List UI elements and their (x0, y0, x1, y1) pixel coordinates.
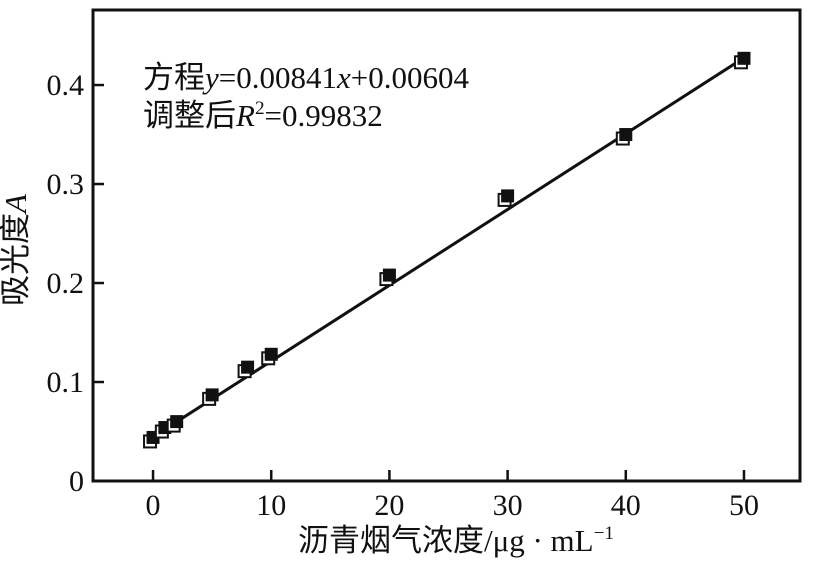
y-tick-label-0.3-part: 0.3 (47, 168, 85, 201)
x-tick-label-30: 30 (493, 489, 523, 522)
filled-square-marker (241, 360, 255, 374)
annotation-equation-part: y (202, 60, 219, 95)
x-tick-label-50: 50 (729, 489, 759, 522)
annotation-r-squared: 调整后R2=0.99832 (143, 98, 383, 133)
data-point-x2 (166, 415, 184, 433)
y-tick-label-0-part: 0 (69, 465, 84, 498)
filled-square-marker (501, 189, 515, 203)
annotation-equation-part: x (336, 60, 351, 95)
y-axis-title: 吸光度A (0, 193, 33, 306)
x-tick-label-20-part: 20 (374, 489, 404, 522)
filled-square-marker (382, 268, 396, 282)
data-point-x20 (379, 268, 396, 287)
plot-frame (91, 8, 802, 483)
x-tick-label-40-part: 40 (611, 489, 641, 522)
x-axis-title-part: −1 (594, 523, 614, 544)
y-tick-label-0.4-part: 0.4 (47, 69, 85, 102)
x-tick-label-30-part: 30 (493, 489, 523, 522)
data-point-x0 (143, 430, 160, 449)
y-tick-label-0.4: 0.4 (47, 69, 85, 102)
x-tick-label-10-part: 10 (256, 489, 286, 522)
filled-square-marker (737, 51, 751, 65)
y-tick-label-0.3: 0.3 (47, 168, 85, 201)
filled-square-marker (170, 415, 184, 429)
annotation-r-squared-part: =0.99832 (265, 98, 383, 133)
annotation-equation: 方程y=0.00841x+0.00604 (143, 60, 469, 95)
x-tick-label-40: 40 (611, 489, 641, 522)
annotation-r-squared-part: R (235, 98, 255, 133)
y-tick-label-0.2: 0.2 (47, 267, 85, 300)
data-point-x10 (261, 347, 278, 366)
data-point-x5 (202, 388, 219, 406)
y-tick-label-0.1-part: 0.1 (47, 366, 85, 399)
annotation-r-squared-part: 调整后 (143, 98, 236, 133)
annotation-equation-part: +0.00604 (351, 60, 470, 95)
y-axis-title-part: 吸光度 (0, 213, 33, 306)
y-tick-label-0.1: 0.1 (47, 366, 85, 399)
y-tick-label-0.2-part: 0.2 (47, 267, 85, 300)
annotation-equation-part: =0.00841 (219, 60, 337, 95)
data-point-x40 (615, 128, 633, 146)
x-tick-label-10: 10 (256, 489, 286, 522)
x-tick-label-0-part: 0 (146, 489, 161, 522)
x-tick-label-0: 0 (146, 489, 161, 522)
x-axis-title: 沥青烟气浓度/μg · mL−1 (298, 523, 614, 558)
data-point-x8 (237, 360, 255, 379)
y-tick-label-0: 0 (69, 465, 84, 498)
data-points (143, 51, 751, 449)
annotation-r-squared-part: 2 (255, 98, 265, 119)
data-point-x50 (733, 51, 751, 70)
filled-square-marker (205, 388, 219, 402)
x-tick-label-20: 20 (374, 489, 404, 522)
x-axis-title-part: 沥青烟气浓度/μg · mL (298, 523, 594, 558)
filled-square-marker (264, 347, 278, 361)
annotation-equation-part: 方程 (143, 60, 205, 95)
data-point-x30 (497, 189, 515, 207)
x-tick-label-50-part: 50 (729, 489, 759, 522)
y-axis-title-part: A (0, 193, 33, 215)
filled-square-marker (619, 128, 633, 142)
